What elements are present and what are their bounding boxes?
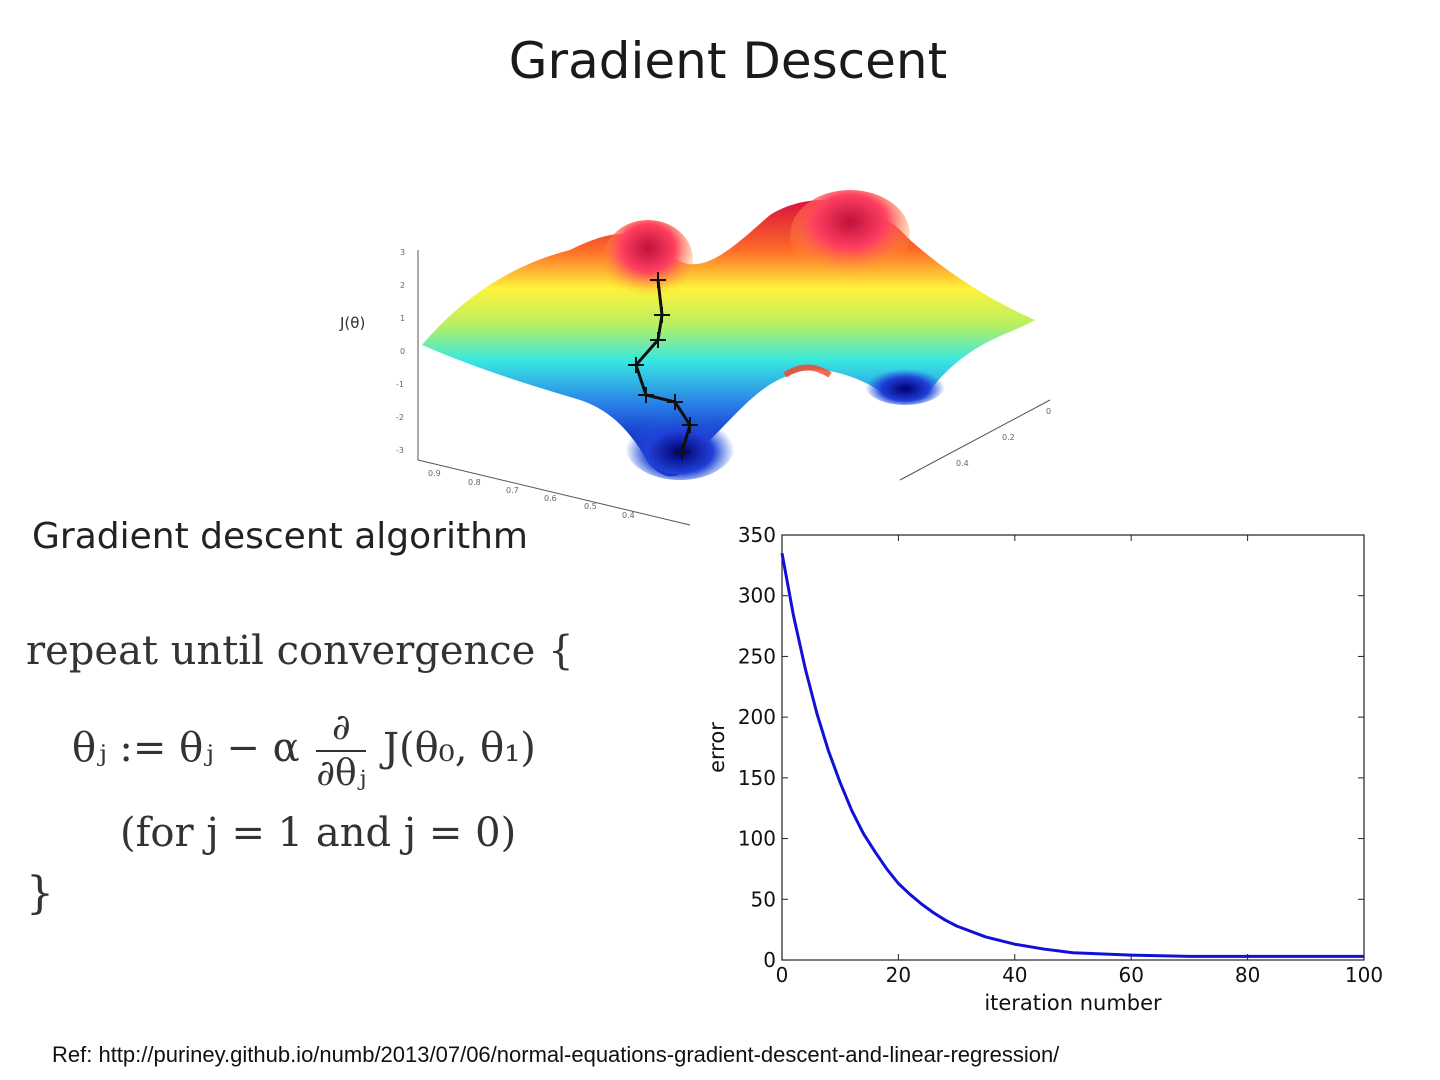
formula-rhs: J(θ₀, θ₁) <box>382 725 536 771</box>
x-tick-label: 20 <box>886 963 911 987</box>
error-series-line <box>780 552 1364 958</box>
surface-peak-left <box>603 220 693 300</box>
z-tick: 2 <box>400 281 405 290</box>
formula-repeat-line: repeat until convergence { <box>26 628 574 674</box>
fraction-numerator: ∂ <box>316 706 367 752</box>
y-tick-label: 50 <box>751 887 776 911</box>
z-tick: -1 <box>396 380 404 389</box>
x-tick-label: 60 <box>1118 963 1143 987</box>
z-tick: 3 <box>400 248 405 257</box>
y-tick: 0.4 <box>956 459 969 468</box>
y-tick: 0.2 <box>1002 433 1015 442</box>
formula-condition-line: (for j = 1 and j = 0) <box>120 810 517 856</box>
y-axis-label: error <box>705 722 729 773</box>
cost-surface-plot: J(θ) 3 2 1 0 -1 -2 -3 0.9 0.8 0.7 0.6 0.… <box>339 190 1051 526</box>
x-tick-label: 0 <box>776 963 789 987</box>
surface-y-ticks: 0 0.2 0.4 <box>956 407 1051 468</box>
formula-lhs: θⱼ := θⱼ − α <box>72 725 300 771</box>
y-tick-label: 350 <box>738 523 776 547</box>
surface-peak-right <box>790 190 910 280</box>
descent-steps <box>628 272 698 460</box>
surface-valley <box>625 410 735 480</box>
z-tick: -2 <box>396 413 404 422</box>
x-tick: 0.6 <box>544 494 557 503</box>
surface-axes <box>417 250 1051 526</box>
formula-close-brace: } <box>26 868 54 919</box>
z-tick: 0 <box>400 347 405 356</box>
surface-x-ticks: 0.9 0.8 0.7 0.6 0.5 0.4 <box>428 469 635 520</box>
x-tick: 0.8 <box>468 478 481 487</box>
y-tick-label: 100 <box>738 827 776 851</box>
section-heading: Gradient descent algorithm <box>32 516 528 557</box>
slide-title: Gradient Descent <box>508 32 948 90</box>
y-tick-label: 250 <box>738 644 776 668</box>
x-tick: 0.9 <box>428 469 441 478</box>
z-tick: -3 <box>396 446 404 455</box>
formula-partial-fraction: ∂ ∂θⱼ <box>316 706 367 796</box>
reference-link[interactable]: Ref: http://puriney.github.io/numb/2013/… <box>52 1042 1060 1067</box>
x-tick-label: 80 <box>1235 963 1260 987</box>
y-tick-label: 150 <box>738 766 776 790</box>
x-axis-label: iteration number <box>984 991 1162 1015</box>
x-tick: 0.7 <box>506 486 519 495</box>
y-tick-label: 300 <box>738 584 776 608</box>
x-tick-label: 100 <box>1345 963 1383 987</box>
update-rule-formula: repeat until convergence { θⱼ := θⱼ − α … <box>26 620 666 930</box>
y-tick-label: 0 <box>763 948 776 972</box>
error-chart: 0 20 40 60 80 100 0 50 100 150 200 250 300 350 iterati… <box>705 523 1383 1015</box>
x-tick: 0.4 <box>622 511 635 520</box>
x-tick: 0.5 <box>584 502 597 511</box>
formula-update-line: θⱼ := θⱼ − α ∂ ∂θⱼ J(θ₀, θ₁) <box>72 706 536 796</box>
z-tick: 1 <box>400 314 405 323</box>
surface-valley-right <box>865 365 945 405</box>
plot-frame <box>781 534 1365 961</box>
fraction-denominator: ∂θⱼ <box>316 753 367 794</box>
surface-ridge-highlight <box>783 364 832 378</box>
y-tick-label: 200 <box>738 705 776 729</box>
surface-zlabel: J(θ) <box>339 314 365 332</box>
y-tick: 0 <box>1046 407 1051 416</box>
surface-z-ticks: 3 2 1 0 -1 -2 -3 <box>396 248 405 455</box>
x-tick-label: 40 <box>1002 963 1027 987</box>
